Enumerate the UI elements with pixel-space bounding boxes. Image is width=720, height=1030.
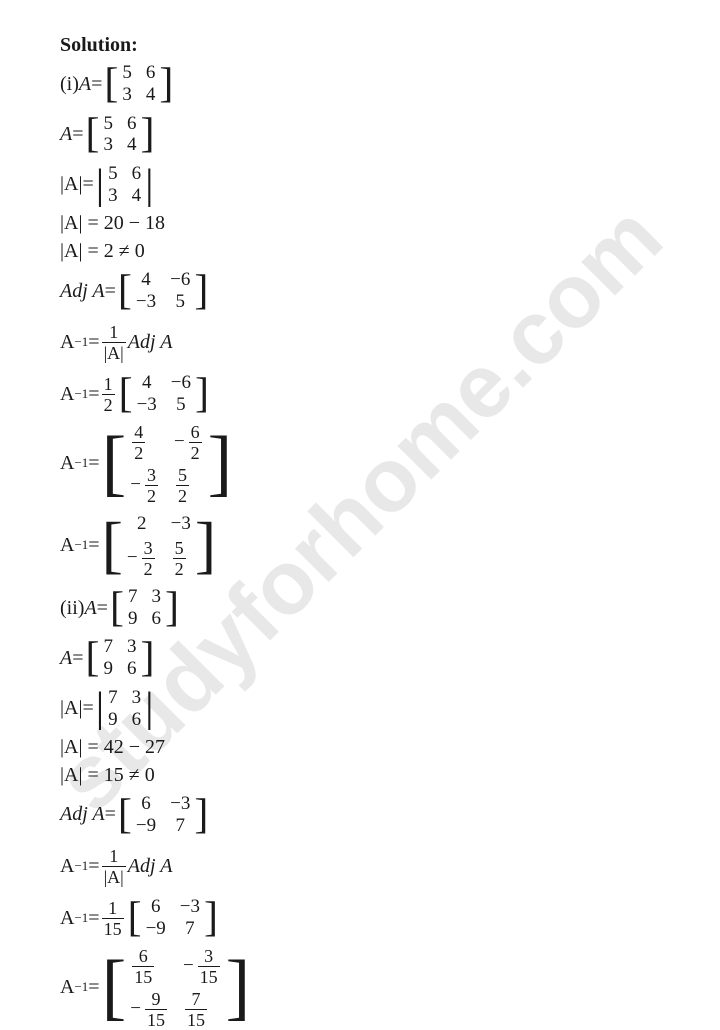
line-detA-expand: |A| = 20 − 18 [60,211,720,237]
line-ii-A-def: (ii) A = [ 73 96 ] [60,584,720,632]
line-ii-adjA: Adj A = [ 6−3 −97 ] [60,791,720,839]
line-ii-detA-value: |A| = 15 ≠ 0 [60,763,720,789]
line-adjA: Adj A = [ 4−6 −35 ] [60,267,720,315]
line-ii-Ainv-formula: A−1 = 1|A| Adj A [60,841,720,891]
line-detA-matrix: |A| = | 56 34 | [60,161,720,209]
line-ii-Ainv-scalar-adj: A−1 = 115 [ 6−3 −97 ] [60,893,720,943]
line-A-repeat: A = [ 56 34 ] [60,110,720,158]
line-detA-value: |A| = 2 ≠ 0 [60,239,720,265]
line-Ainv-formula: A−1 = 1|A| Adj A [60,317,720,367]
line-ii-Ainv-fracmat: A−1 = [ 615−315−915715 ] [60,945,720,1030]
line-Ainv-final: A−1 = [ 2−3−3252 ] [60,508,720,582]
solution-content: Solution: (i) A = [ 56 34 ] A = [ 56 34 … [0,0,720,1030]
line-Ainv-half-adj: A−1 = 12 [ 4−6 −35 ] [60,369,720,419]
heading: Solution: [60,32,720,58]
line-ii-detA-expand: |A| = 42 − 27 [60,735,720,761]
line-i-A-def: (i) A = [ 56 34 ] [60,60,720,108]
line-ii-A-repeat: A = [ 73 96 ] [60,634,720,682]
line-Ainv-fracmat: A−1 = [ 42−62−3252 ] [60,421,720,506]
line-ii-detA-matrix: |A| = | 73 96 | [60,684,720,732]
